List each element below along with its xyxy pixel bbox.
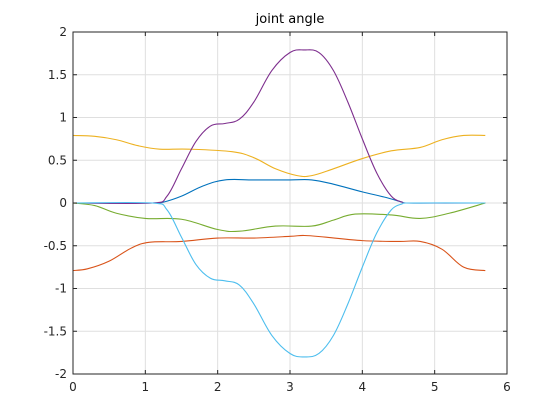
x-tick-label: 5 bbox=[431, 380, 439, 394]
series-line-2 bbox=[72, 234, 486, 272]
y-tick-label: -1.5 bbox=[44, 324, 67, 338]
y-tick-label: 1.5 bbox=[48, 68, 67, 82]
series-line-4 bbox=[72, 49, 486, 205]
y-tick-label: -0.5 bbox=[44, 239, 67, 253]
y-tick-label: 1 bbox=[59, 111, 67, 125]
x-tick-label: 2 bbox=[214, 380, 222, 394]
series-line-3 bbox=[72, 134, 486, 178]
y-tick-label: 2 bbox=[59, 25, 67, 39]
chart-title: joint angle bbox=[255, 12, 325, 27]
series-line-5 bbox=[72, 202, 486, 233]
ticks bbox=[72, 31, 508, 375]
y-tick-label: -2 bbox=[55, 367, 67, 381]
tick-labels: 0 1 2 3 4 5 6 -2 -1.5 -1 -0.5 0 0.5 1 1.5 2 bbox=[44, 25, 511, 394]
y-tick-label: 0.5 bbox=[48, 153, 67, 167]
series-line-6 bbox=[72, 201, 486, 358]
x-tick-label: 3 bbox=[286, 380, 294, 394]
y-tick-label: 0 bbox=[59, 196, 67, 210]
y-tick-label: -1 bbox=[55, 282, 67, 296]
series-layer bbox=[72, 49, 486, 358]
x-tick-label: 1 bbox=[142, 380, 150, 394]
x-tick-label: 0 bbox=[69, 380, 77, 394]
x-tick-label: 4 bbox=[359, 380, 367, 394]
x-tick-label: 6 bbox=[503, 380, 511, 394]
